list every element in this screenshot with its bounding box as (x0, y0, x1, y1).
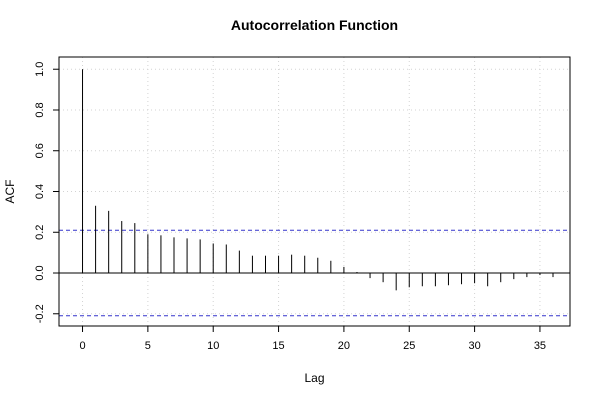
x-axis-label: Lag (304, 371, 324, 385)
y-tick-label: 0.2 (34, 225, 46, 240)
x-tick-label: 20 (338, 340, 350, 352)
acf-bars (82, 69, 554, 291)
x-tick-label: 0 (79, 340, 85, 352)
x-tick-label: 30 (468, 340, 480, 352)
y-tick-label: 0.6 (34, 143, 46, 158)
y-tick-label: 0.0 (34, 265, 46, 280)
x-tick-label: 5 (145, 340, 151, 352)
y-axis-label: ACF (3, 180, 17, 204)
chart-title: Autocorrelation Function (231, 17, 398, 33)
confidence-bounds (59, 229, 570, 317)
y-axis: -0.2 0.0 0.2 0.4 0.6 0.8 1.0 (34, 62, 59, 323)
x-tick-label: 15 (272, 340, 284, 352)
y-tick-label: 0.4 (34, 184, 46, 199)
x-tick-label: 10 (207, 340, 219, 352)
x-tick-label: 25 (403, 340, 415, 352)
y-tick-label: 1.0 (34, 62, 46, 77)
x-tick-label: 35 (534, 340, 546, 352)
x-axis: 0 5 10 15 20 25 30 35 (79, 325, 546, 352)
y-tick-label: -0.2 (34, 304, 46, 323)
y-tick-label: 0.8 (34, 102, 46, 117)
